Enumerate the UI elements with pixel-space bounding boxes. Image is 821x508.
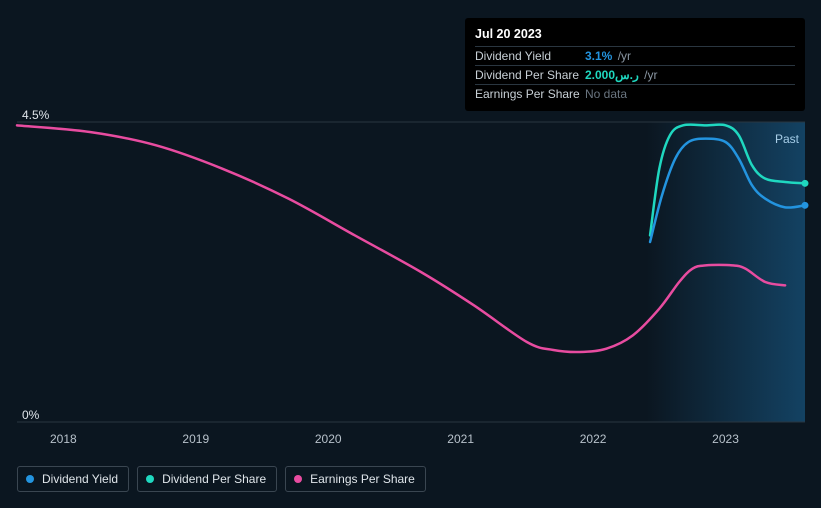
tooltip-row-value: 3.1% /yr <box>585 49 795 63</box>
tooltip-row: Dividend Yield3.1% /yr <box>475 46 795 65</box>
x-axis-tick-label: 2018 <box>50 432 77 446</box>
tooltip-row-label: Dividend Per Share <box>475 68 585 82</box>
legend-dot-icon <box>294 475 302 483</box>
legend-item-label: Earnings Per Share <box>310 472 415 486</box>
legend-item-label: Dividend Yield <box>42 472 118 486</box>
tooltip-row-value: No data <box>585 87 795 101</box>
tooltip-row-label: Dividend Yield <box>475 49 585 63</box>
x-axis-tick-label: 2023 <box>712 432 739 446</box>
tooltip-row: Dividend Per Share2.000ر.س /yr <box>475 65 795 84</box>
x-axis-tick-label: 2022 <box>580 432 607 446</box>
legend-item[interactable]: Dividend Yield <box>17 466 129 492</box>
chart-plot-area <box>17 122 805 422</box>
chart-series-end-dot <box>802 180 809 187</box>
x-axis-tick-label: 2019 <box>182 432 209 446</box>
legend-item[interactable]: Earnings Per Share <box>285 466 426 492</box>
y-axis-max-label: 4.5% <box>22 108 49 122</box>
chart-series-end-dot <box>802 202 809 209</box>
dividend-chart: Jul 20 2023 Dividend Yield3.1% /yrDivide… <box>0 0 821 508</box>
x-axis-tick-label: 2020 <box>315 432 342 446</box>
x-axis-labels: 2018 2019 2020 2021 2022 2023 <box>17 432 804 448</box>
tooltip-row-value: 2.000ر.س /yr <box>585 68 795 82</box>
tooltip-row: Earnings Per ShareNo data <box>475 84 795 103</box>
legend-item-label: Dividend Per Share <box>162 472 266 486</box>
legend-dot-icon <box>146 475 154 483</box>
legend-dot-icon <box>26 475 34 483</box>
tooltip-date: Jul 20 2023 <box>475 24 795 46</box>
chart-legend: Dividend Yield Dividend Per Share Earnings… <box>17 466 426 492</box>
legend-item[interactable]: Dividend Per Share <box>137 466 277 492</box>
chart-tooltip: Jul 20 2023 Dividend Yield3.1% /yrDivide… <box>465 18 805 111</box>
tooltip-row-label: Earnings Per Share <box>475 87 585 101</box>
x-axis-tick-label: 2021 <box>447 432 474 446</box>
